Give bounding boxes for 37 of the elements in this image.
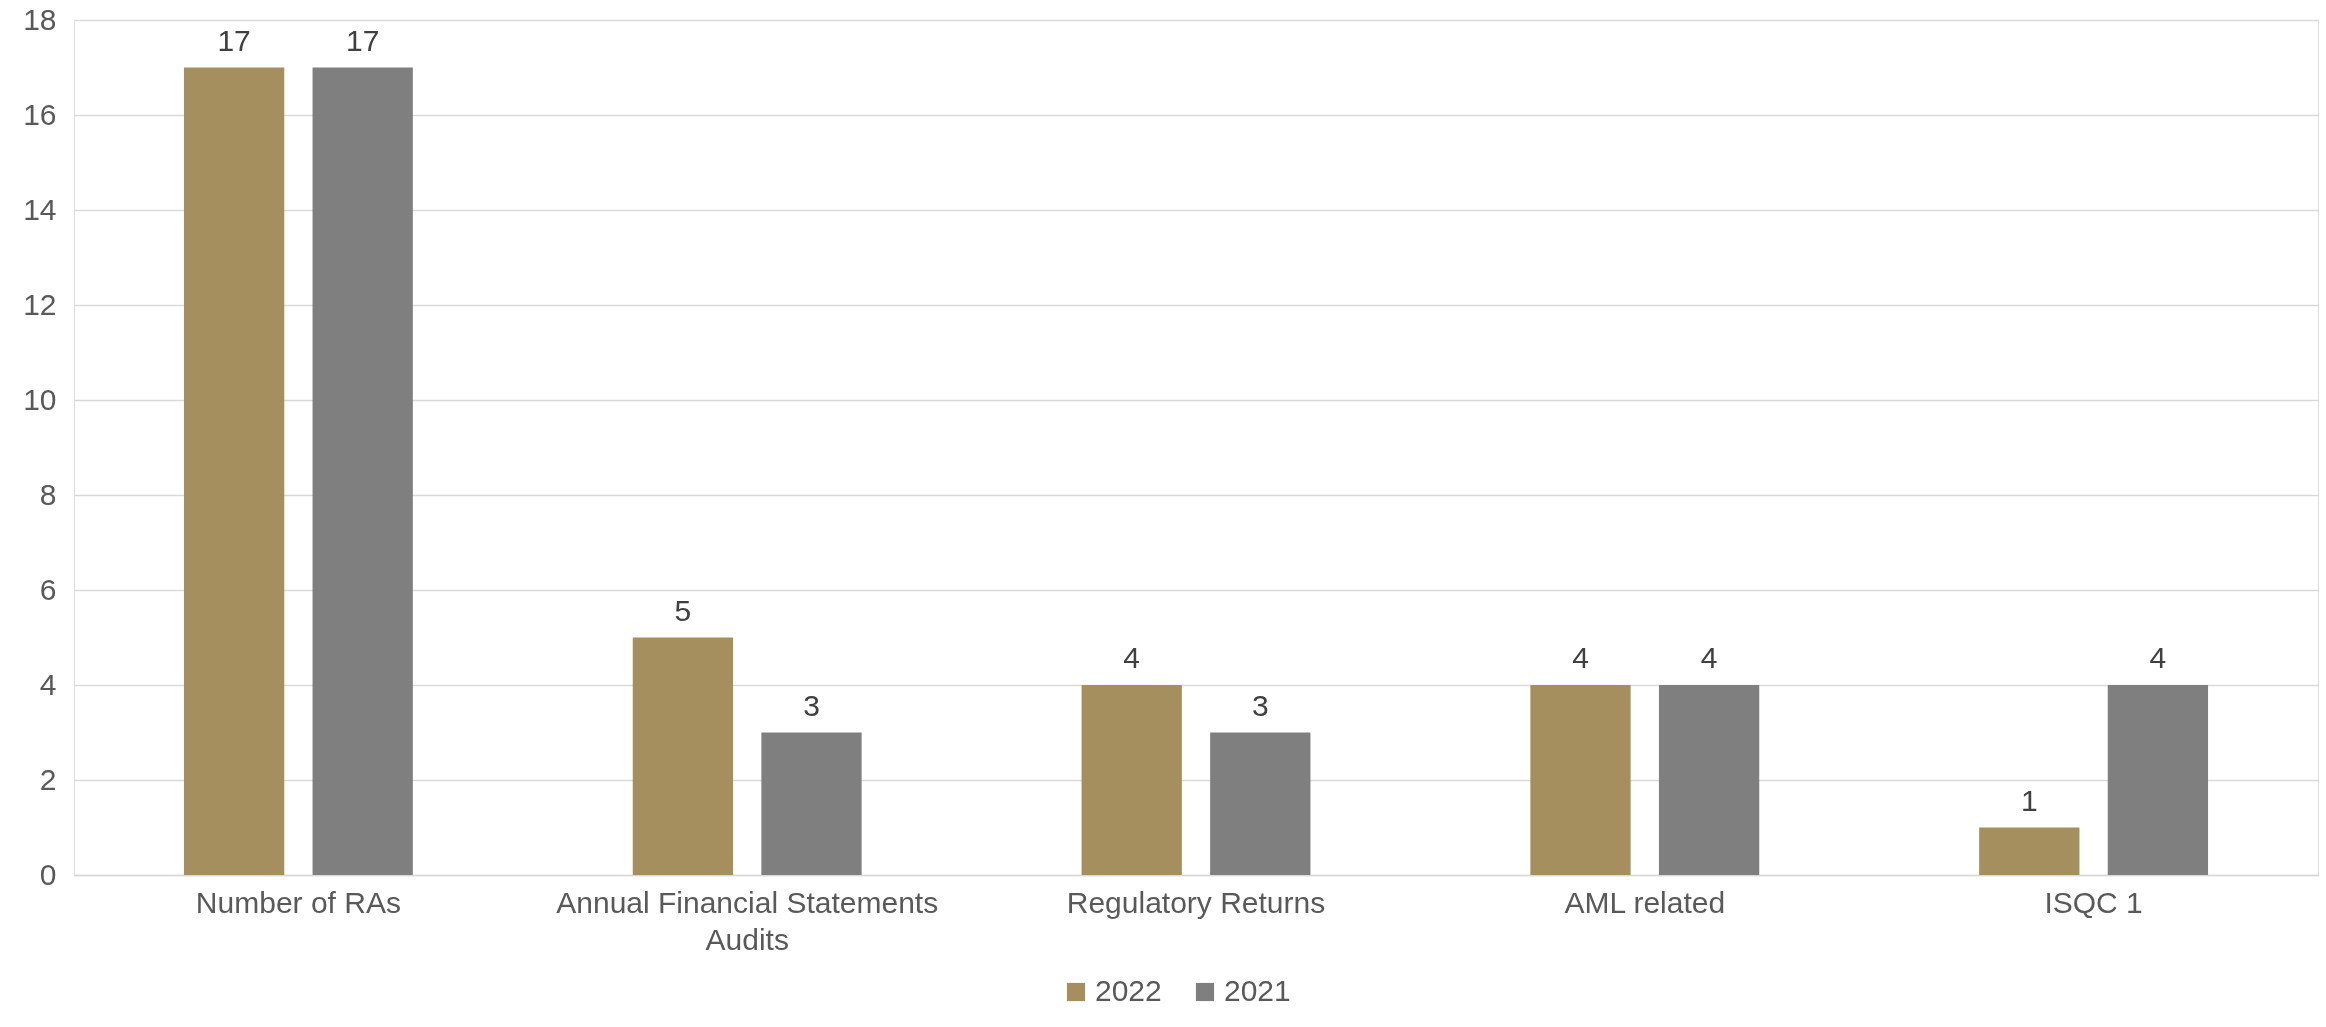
bar [1530,685,1631,875]
data-label: 3 [803,688,820,722]
data-label: 4 [2149,641,2167,674]
y-tick-label: 0 [39,857,57,891]
data-label: 5 [674,593,692,627]
y-tick-label: 14 [23,192,57,226]
x-tick-label: ISQC 1 [2044,885,2143,919]
bar [761,732,862,875]
x-tick-label: Number of RAs [195,885,401,919]
bar [183,67,285,875]
y-tick-label: 16 [23,97,57,131]
y-tick-label: 2 [39,762,57,796]
data-label: 4 [1700,641,1718,674]
bar [2107,685,2209,875]
x-tick-label: Annual Financial Statements Audits [556,885,939,956]
bar [312,67,413,875]
data-label: 17 [217,23,251,57]
y-tick-label: 4 [39,667,57,701]
bar [1979,827,2080,875]
y-tick-label: 12 [23,287,57,321]
data-label: 17 [346,23,380,57]
y-tick-label: 10 [23,382,57,416]
bar [1210,732,1311,875]
data-label: 3 [1251,688,1269,722]
y-tick-label: 6 [39,572,57,606]
x-tick-label: AML related [1564,885,1726,919]
data-label: 4 [1572,641,1589,674]
y-tick-label: 18 [23,2,57,36]
legend-label: 2021 [1224,974,1291,1007]
x-tick-label: Regulatory Returns [1066,885,1326,919]
data-label: 4 [1123,641,1141,674]
bar [1658,685,1760,875]
bar [1081,685,1182,875]
bar [632,637,734,875]
legend-label: 2022 [1095,974,1162,1007]
data-label: 1 [2020,783,2038,817]
y-tick-label: 8 [39,477,57,511]
